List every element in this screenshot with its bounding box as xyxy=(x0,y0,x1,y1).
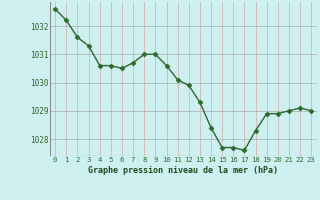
X-axis label: Graphe pression niveau de la mer (hPa): Graphe pression niveau de la mer (hPa) xyxy=(88,166,278,175)
